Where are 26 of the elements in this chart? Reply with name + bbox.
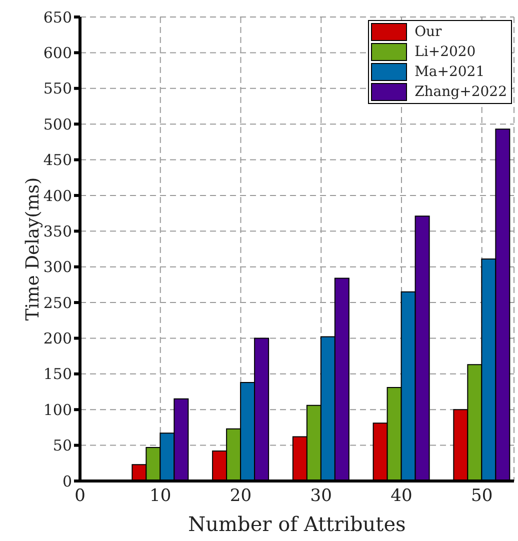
x-tick-label: 50 <box>471 486 493 506</box>
x-tick-label: 30 <box>310 486 332 506</box>
x-tick-label: 20 <box>230 486 252 506</box>
y-tick-label: 650 <box>43 8 72 26</box>
y-tick-label: 350 <box>43 222 72 240</box>
legend-label: Our <box>414 24 442 40</box>
y-tick-label: 100 <box>43 400 72 419</box>
y-tick-label: 300 <box>43 258 72 276</box>
x-tick-label: 0 <box>74 486 86 506</box>
x-axis-title: Number of Attributes <box>188 512 406 536</box>
legend-label: Li+2020 <box>414 44 476 60</box>
y-tick-label: 50 <box>52 436 72 455</box>
y-tick-label: 600 <box>43 44 72 62</box>
y-tick-label: 150 <box>43 365 72 384</box>
legend-label: Zhang+2022 <box>414 84 507 100</box>
x-tick-label: 10 <box>150 486 172 506</box>
y-tick-label: 200 <box>43 330 72 348</box>
legend-label: Ma+2021 <box>414 64 485 80</box>
x-tick-label: 40 <box>390 486 412 506</box>
y-tick-label: 0 <box>62 472 72 490</box>
y-axis-title: Time Delay(ms) <box>22 177 44 321</box>
y-tick-label: 500 <box>43 115 72 134</box>
y-tick-label: 400 <box>43 186 72 205</box>
y-tick-label: 250 <box>43 294 72 312</box>
y-tick-label: 450 <box>43 151 72 170</box>
y-tick-label: 550 <box>43 80 72 98</box>
